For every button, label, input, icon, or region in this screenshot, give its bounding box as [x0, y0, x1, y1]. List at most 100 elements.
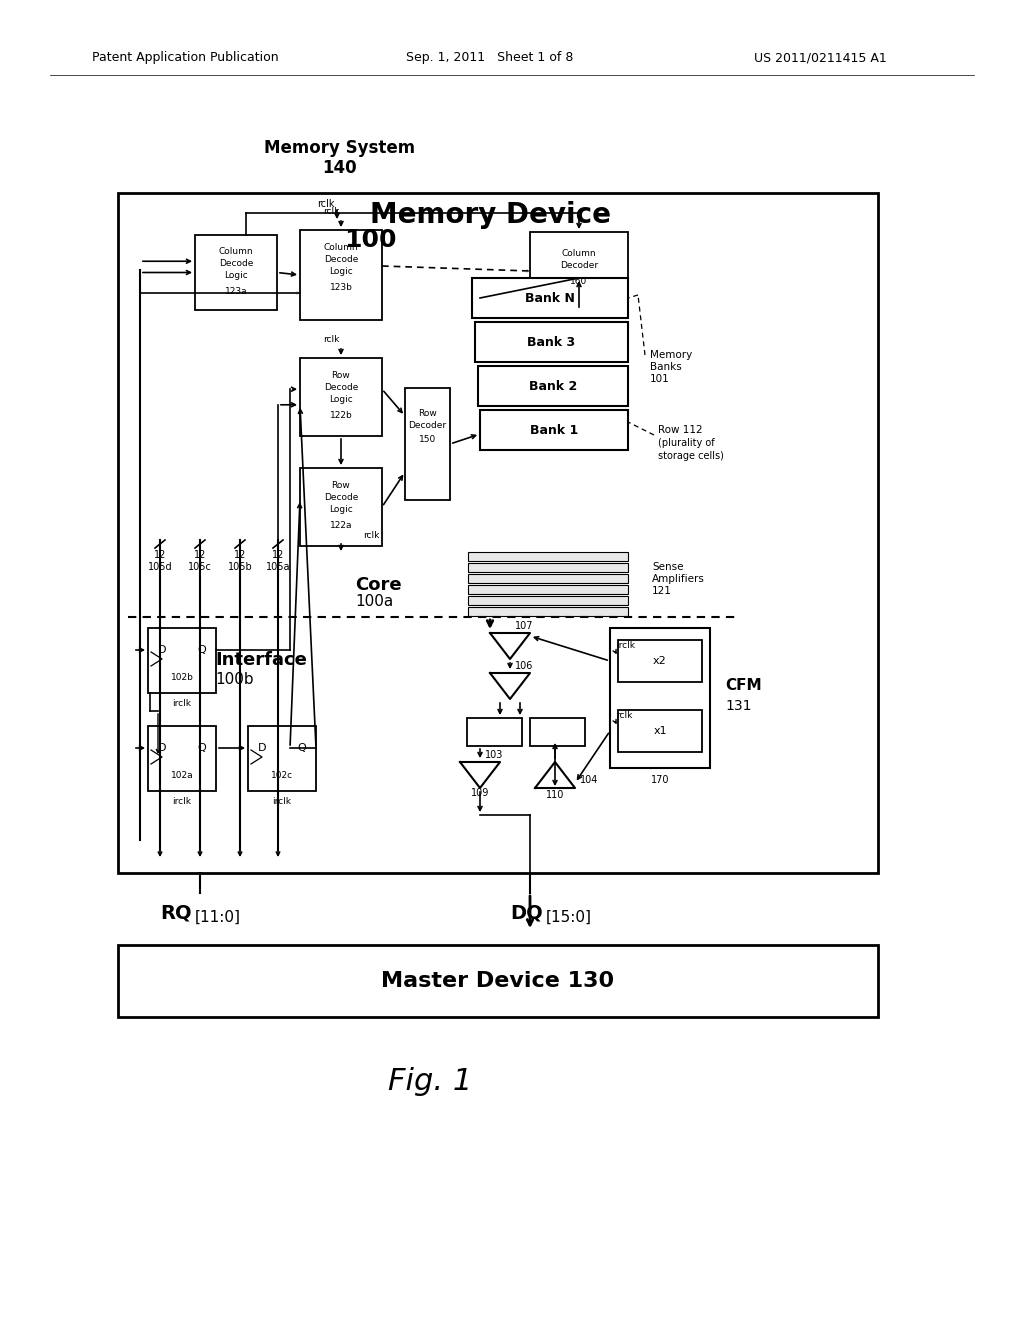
Bar [468, 564, 628, 572]
Text: rclk: rclk [616, 710, 633, 719]
Bar [618, 640, 702, 682]
Text: 100b: 100b [215, 672, 254, 688]
Bar [300, 230, 382, 319]
Text: 150: 150 [419, 436, 436, 445]
Text: (plurality of: (plurality of [658, 438, 715, 447]
Text: 109: 109 [471, 788, 489, 799]
Text: 107: 107 [515, 620, 534, 631]
Text: Decode: Decode [324, 383, 358, 392]
Polygon shape [490, 673, 530, 700]
Text: Q: Q [198, 645, 207, 655]
Text: 105a: 105a [266, 562, 290, 572]
Bar [248, 726, 316, 791]
Text: Q: Q [198, 743, 207, 752]
Text: Row: Row [332, 371, 350, 380]
Text: Memory System: Memory System [264, 139, 416, 157]
Text: x2: x2 [653, 656, 667, 667]
Text: Row: Row [418, 409, 437, 418]
Text: [15:0]: [15:0] [546, 909, 592, 924]
Text: Logic: Logic [224, 272, 248, 281]
Text: D: D [158, 743, 166, 752]
Text: RQ: RQ [160, 903, 191, 923]
Text: 105b: 105b [227, 562, 252, 572]
Text: 160: 160 [570, 277, 588, 286]
Bar [148, 628, 216, 693]
Text: Patent Application Publication: Patent Application Publication [92, 51, 279, 65]
Text: CFM: CFM [725, 678, 762, 693]
Text: US 2011/0211415 A1: US 2011/0211415 A1 [754, 51, 887, 65]
Text: 105d: 105d [147, 562, 172, 572]
Text: 110: 110 [546, 789, 564, 800]
Text: irclk: irclk [172, 698, 191, 708]
Text: 100: 100 [344, 228, 396, 252]
Text: 100a: 100a [355, 594, 393, 610]
Text: D: D [158, 645, 166, 655]
Text: 131: 131 [725, 700, 752, 713]
Text: Logic: Logic [329, 268, 353, 276]
Text: D: D [258, 743, 266, 752]
Text: 170: 170 [650, 775, 670, 785]
Bar [478, 366, 628, 407]
Text: Logic: Logic [329, 395, 353, 404]
Text: Decoder: Decoder [409, 421, 446, 430]
Bar [468, 597, 628, 605]
Text: Master Device 130: Master Device 130 [381, 972, 614, 991]
Text: x1: x1 [653, 726, 667, 737]
Text: 102a: 102a [171, 771, 194, 780]
Text: Bank 1: Bank 1 [529, 424, 579, 437]
Text: 103: 103 [485, 750, 504, 760]
Bar [300, 469, 382, 546]
Text: 106: 106 [515, 661, 534, 671]
Bar [530, 718, 585, 746]
Text: Core: Core [355, 576, 401, 594]
Text: Memory: Memory [650, 350, 692, 360]
Text: Banks: Banks [650, 362, 682, 372]
Text: Q: Q [298, 743, 306, 752]
Text: 102b: 102b [171, 673, 194, 682]
Text: Bank 3: Bank 3 [527, 335, 575, 348]
Bar [300, 358, 382, 436]
Text: Memory Device: Memory Device [370, 201, 610, 228]
Bar [468, 552, 628, 561]
Bar [480, 411, 628, 450]
Text: Sense: Sense [652, 562, 683, 572]
Text: rclk: rclk [323, 335, 339, 345]
Text: 102c: 102c [271, 771, 293, 780]
Text: rclk: rclk [317, 199, 335, 209]
Text: 123a: 123a [224, 286, 248, 296]
Text: Row: Row [332, 480, 350, 490]
Bar [467, 718, 522, 746]
Text: Row 112: Row 112 [658, 425, 702, 436]
Text: rclk: rclk [362, 532, 379, 540]
Text: 104: 104 [580, 775, 598, 785]
Polygon shape [535, 762, 575, 788]
Text: 140: 140 [323, 158, 357, 177]
Text: 12: 12 [233, 550, 246, 560]
Text: Column: Column [562, 249, 596, 259]
Text: 122a: 122a [330, 520, 352, 529]
Text: Logic: Logic [329, 504, 353, 513]
Text: Column: Column [324, 243, 358, 252]
Text: 12: 12 [194, 550, 206, 560]
Bar [148, 726, 216, 791]
Text: storage cells): storage cells) [658, 451, 724, 461]
Bar [530, 232, 628, 310]
Text: Decode: Decode [324, 256, 358, 264]
Text: 12: 12 [154, 550, 166, 560]
Bar [475, 322, 628, 362]
Text: rclk: rclk [323, 207, 339, 216]
Text: Bank 2: Bank 2 [528, 380, 578, 392]
Text: Interface: Interface [215, 651, 307, 669]
Bar [118, 193, 878, 873]
Text: irclk: irclk [616, 640, 635, 649]
Text: irclk: irclk [172, 796, 191, 805]
Bar [118, 945, 878, 1016]
Text: Sep. 1, 2011   Sheet 1 of 8: Sep. 1, 2011 Sheet 1 of 8 [407, 51, 573, 65]
Text: Column: Column [219, 248, 253, 256]
Bar [472, 279, 628, 318]
Bar [610, 628, 710, 768]
Text: 12: 12 [271, 550, 285, 560]
Text: DQ: DQ [510, 903, 543, 923]
Text: 105c: 105c [188, 562, 212, 572]
Text: 123b: 123b [330, 282, 352, 292]
